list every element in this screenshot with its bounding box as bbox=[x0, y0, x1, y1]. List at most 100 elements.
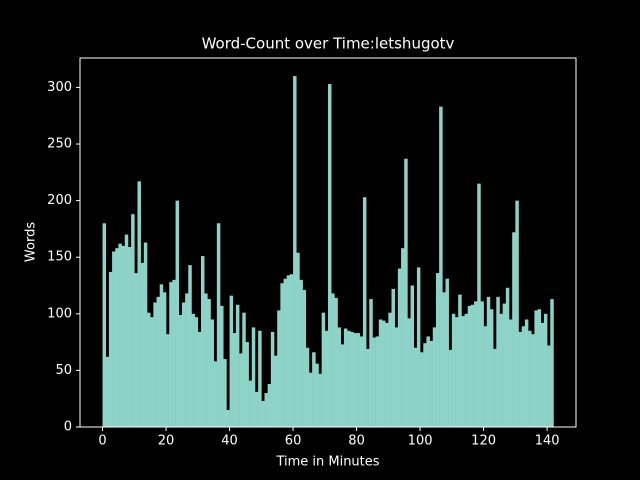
bar bbox=[508, 319, 513, 427]
x-axis-label: Time in Minutes bbox=[275, 455, 379, 470]
bar bbox=[547, 345, 551, 427]
bar bbox=[178, 314, 183, 427]
bar bbox=[289, 274, 294, 427]
bar bbox=[426, 336, 430, 427]
bar bbox=[486, 296, 491, 427]
bar bbox=[213, 361, 218, 427]
bar bbox=[286, 275, 291, 427]
bar bbox=[467, 305, 472, 427]
bar bbox=[480, 301, 484, 427]
bar bbox=[337, 327, 342, 427]
chart-title: Word-Count over Time:letshugotv bbox=[202, 35, 455, 53]
bar bbox=[378, 319, 383, 427]
bar bbox=[131, 214, 135, 427]
bar bbox=[540, 322, 545, 427]
bar bbox=[191, 313, 195, 427]
bar bbox=[372, 337, 376, 427]
bar bbox=[331, 293, 335, 427]
bar bbox=[423, 343, 427, 427]
bar bbox=[413, 347, 418, 427]
bar bbox=[401, 248, 405, 427]
bar bbox=[293, 76, 297, 428]
bar bbox=[502, 303, 507, 427]
bar bbox=[172, 279, 176, 427]
bar bbox=[261, 400, 265, 427]
bar bbox=[147, 312, 151, 427]
bar bbox=[499, 313, 503, 427]
bar bbox=[159, 284, 164, 427]
bar bbox=[534, 310, 538, 427]
bar bbox=[232, 333, 237, 427]
x-tick-label: 0 bbox=[98, 434, 106, 449]
bar bbox=[521, 326, 526, 427]
bar bbox=[312, 352, 316, 427]
bar bbox=[470, 304, 475, 427]
bar bbox=[474, 301, 478, 427]
bar bbox=[448, 350, 453, 427]
bar bbox=[359, 336, 364, 427]
bar bbox=[204, 293, 208, 427]
bar bbox=[169, 282, 173, 427]
bar bbox=[429, 340, 434, 427]
bar bbox=[248, 380, 253, 427]
bar bbox=[175, 200, 180, 427]
bar bbox=[140, 262, 145, 427]
bar bbox=[347, 330, 351, 427]
y-tick-label: 100 bbox=[47, 306, 72, 321]
bar bbox=[274, 355, 278, 427]
bar bbox=[318, 373, 322, 427]
bar bbox=[356, 333, 361, 427]
y-tick-label: 200 bbox=[47, 193, 72, 208]
bar bbox=[550, 299, 554, 427]
x-tick-label: 140 bbox=[535, 434, 560, 449]
y-tick-label: 150 bbox=[47, 250, 72, 265]
bar bbox=[251, 327, 256, 427]
bar bbox=[296, 252, 300, 427]
bar bbox=[493, 348, 497, 427]
bar bbox=[461, 316, 465, 427]
bar bbox=[162, 292, 167, 427]
bar bbox=[143, 242, 148, 427]
bar bbox=[185, 293, 189, 427]
bar bbox=[153, 302, 157, 427]
bar bbox=[328, 84, 332, 427]
bar bbox=[394, 327, 399, 427]
bar bbox=[362, 197, 367, 427]
bar bbox=[127, 247, 132, 427]
bar bbox=[124, 234, 129, 427]
bar bbox=[528, 330, 532, 427]
bar bbox=[235, 304, 240, 427]
bar bbox=[416, 267, 421, 427]
bar bbox=[388, 312, 392, 427]
bar bbox=[245, 342, 249, 427]
bar bbox=[118, 243, 122, 427]
bar bbox=[435, 273, 440, 427]
bar bbox=[267, 383, 272, 427]
bar bbox=[404, 158, 408, 427]
bar bbox=[223, 359, 227, 427]
bar bbox=[156, 296, 161, 427]
x-tick-label: 80 bbox=[348, 434, 365, 449]
bar bbox=[375, 336, 380, 427]
bar bbox=[308, 372, 313, 427]
bar bbox=[207, 299, 211, 427]
bar bbox=[305, 347, 310, 427]
bar bbox=[518, 331, 523, 427]
bar bbox=[489, 309, 494, 427]
bar bbox=[102, 223, 107, 427]
bar bbox=[420, 352, 424, 427]
bar bbox=[188, 265, 192, 427]
x-tick-label: 40 bbox=[221, 434, 238, 449]
bar bbox=[242, 312, 246, 427]
bar bbox=[254, 391, 259, 427]
bar bbox=[397, 268, 402, 427]
y-axis-label: Words bbox=[24, 222, 39, 262]
bar bbox=[407, 318, 411, 427]
bar bbox=[432, 327, 437, 427]
plot-frame bbox=[79, 57, 577, 428]
bar bbox=[451, 313, 456, 427]
bar bbox=[220, 305, 224, 427]
bar bbox=[200, 256, 205, 427]
bar bbox=[121, 245, 126, 427]
